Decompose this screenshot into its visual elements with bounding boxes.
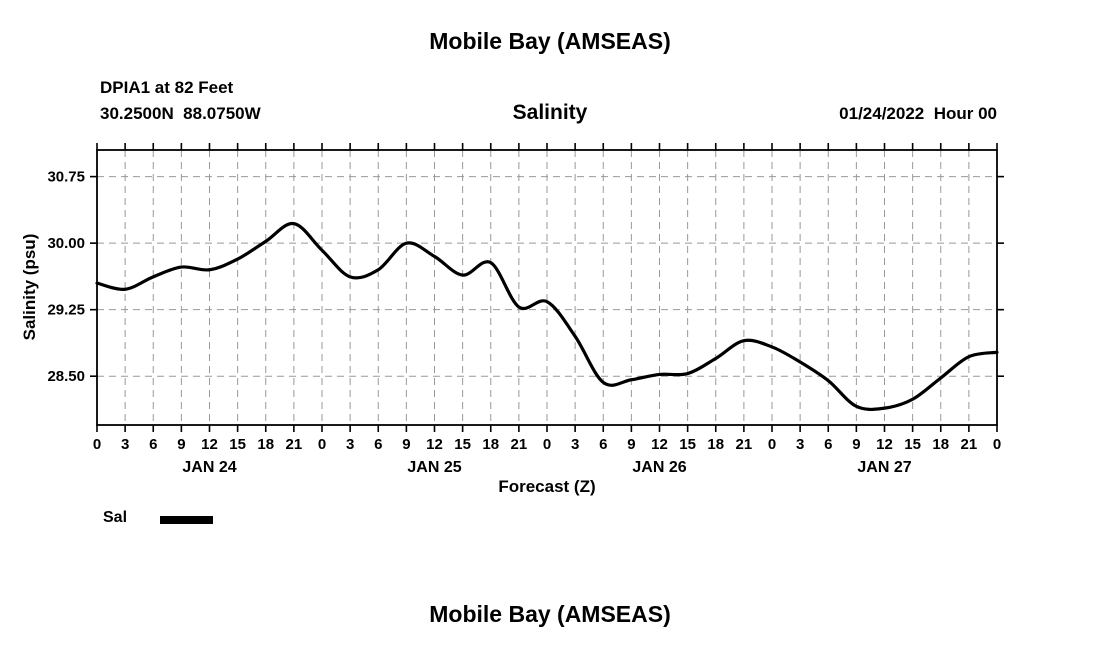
svg-text:0: 0 (93, 436, 101, 453)
station-label: DPIA1 at 82 Feet (100, 78, 234, 97)
legend-label: Sal (103, 509, 128, 526)
svg-text:12: 12 (426, 436, 443, 453)
coordinates-label: 30.2500N 88.0750W (100, 104, 261, 123)
svg-text:18: 18 (257, 436, 274, 453)
svg-text:3: 3 (796, 436, 804, 453)
svg-text:JAN 25: JAN 25 (407, 459, 461, 476)
svg-text:6: 6 (149, 436, 157, 453)
svg-text:3: 3 (346, 436, 354, 453)
svg-text:18: 18 (482, 436, 499, 453)
svg-text:15: 15 (679, 436, 696, 453)
svg-text:30.00: 30.00 (47, 235, 85, 252)
next-chart-title: Mobile Bay (AMSEAS) (429, 601, 671, 627)
svg-text:6: 6 (599, 436, 607, 453)
svg-text:21: 21 (286, 436, 303, 453)
svg-text:12: 12 (201, 436, 218, 453)
svg-text:6: 6 (824, 436, 832, 453)
x-axis-label: Forecast (Z) (498, 477, 596, 496)
svg-text:0: 0 (993, 436, 1001, 453)
chart-subtitle: Salinity (512, 101, 588, 124)
svg-text:0: 0 (318, 436, 326, 453)
svg-text:21: 21 (736, 436, 753, 453)
run-datetime-label: 01/24/2022 Hour 00 (839, 104, 997, 123)
svg-text:9: 9 (627, 436, 635, 453)
svg-text:3: 3 (571, 436, 579, 453)
svg-text:29.25: 29.25 (47, 302, 85, 319)
svg-text:0: 0 (543, 436, 551, 453)
svg-text:9: 9 (852, 436, 860, 453)
svg-text:0: 0 (768, 436, 776, 453)
svg-text:6: 6 (374, 436, 382, 453)
svg-text:21: 21 (961, 436, 978, 453)
svg-text:18: 18 (932, 436, 949, 453)
svg-text:30.75: 30.75 (47, 169, 85, 186)
page-title: Mobile Bay (AMSEAS) (429, 28, 671, 54)
svg-text:21: 21 (511, 436, 528, 453)
svg-text:15: 15 (229, 436, 246, 453)
svg-text:15: 15 (904, 436, 921, 453)
svg-text:9: 9 (402, 436, 410, 453)
svg-text:12: 12 (876, 436, 893, 453)
svg-text:JAN 27: JAN 27 (857, 459, 911, 476)
svg-text:9: 9 (177, 436, 185, 453)
svg-text:JAN 24: JAN 24 (182, 459, 236, 476)
svg-text:15: 15 (454, 436, 471, 453)
svg-text:12: 12 (651, 436, 668, 453)
svg-text:18: 18 (707, 436, 724, 453)
legend-line-swatch (160, 516, 213, 524)
svg-text:28.50: 28.50 (47, 368, 85, 385)
svg-text:3: 3 (121, 436, 129, 453)
svg-text:JAN 26: JAN 26 (632, 459, 686, 476)
y-axis-label: Salinity (psu) (20, 233, 39, 341)
